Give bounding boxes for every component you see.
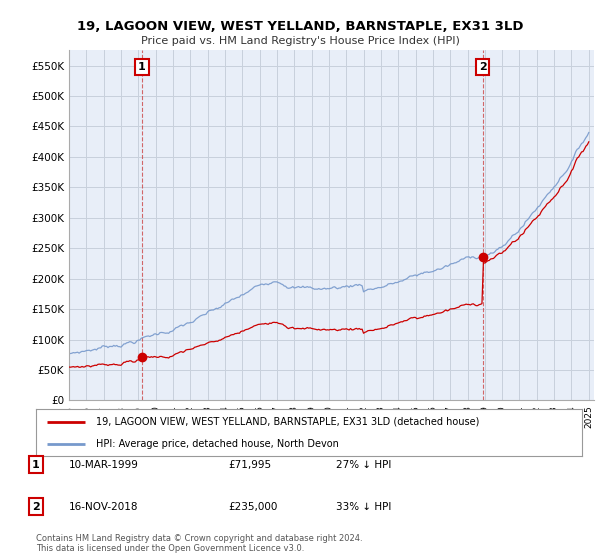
- Text: 19, LAGOON VIEW, WEST YELLAND, BARNSTAPLE, EX31 3LD: 19, LAGOON VIEW, WEST YELLAND, BARNSTAPL…: [77, 20, 523, 32]
- Text: £235,000: £235,000: [228, 502, 277, 512]
- Text: 33% ↓ HPI: 33% ↓ HPI: [336, 502, 391, 512]
- Text: £71,995: £71,995: [228, 460, 271, 470]
- Text: Contains HM Land Registry data © Crown copyright and database right 2024.
This d: Contains HM Land Registry data © Crown c…: [36, 534, 362, 553]
- Text: 1: 1: [138, 62, 146, 72]
- Text: 16-NOV-2018: 16-NOV-2018: [69, 502, 139, 512]
- Text: Price paid vs. HM Land Registry's House Price Index (HPI): Price paid vs. HM Land Registry's House …: [140, 36, 460, 46]
- Text: 10-MAR-1999: 10-MAR-1999: [69, 460, 139, 470]
- Text: 1: 1: [32, 460, 40, 470]
- Text: HPI: Average price, detached house, North Devon: HPI: Average price, detached house, Nort…: [96, 438, 339, 449]
- Text: 2: 2: [479, 62, 487, 72]
- Text: 19, LAGOON VIEW, WEST YELLAND, BARNSTAPLE, EX31 3LD (detached house): 19, LAGOON VIEW, WEST YELLAND, BARNSTAPL…: [96, 417, 479, 427]
- Text: 2: 2: [32, 502, 40, 512]
- Text: 27% ↓ HPI: 27% ↓ HPI: [336, 460, 391, 470]
